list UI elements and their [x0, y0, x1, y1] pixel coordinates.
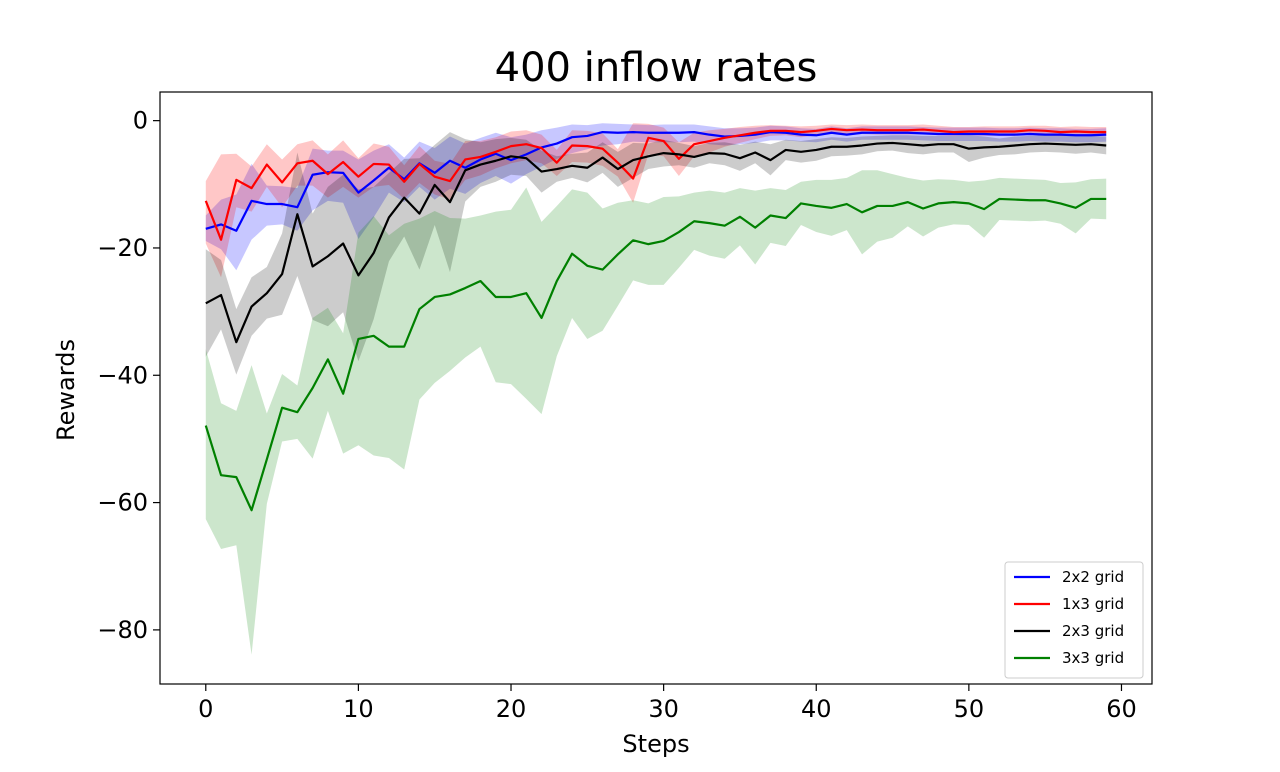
band-1x3-grid [205, 123, 1107, 278]
legend-label-2x2-grid: 2x2 grid [1062, 568, 1124, 586]
series-line-3x3-grid [204, 197, 1107, 512]
series-lines [204, 127, 1107, 512]
series-line-2x2-grid [205, 131, 1107, 232]
x-axis-title: Steps [622, 730, 689, 758]
plot-frame [159, 91, 1153, 685]
legend-box [1004, 561, 1144, 679]
legend: 2x2 grid 1x3 grid 2x3 grid 3x3 grid [1004, 561, 1144, 679]
x-tick-label: 60 [1106, 695, 1137, 723]
y-axis-title: Rewards [52, 339, 80, 441]
band-3x3-grid [205, 170, 1107, 655]
x-tick-label: 30 [648, 695, 679, 723]
x-tick-label: 10 [343, 695, 374, 723]
legend-label-3x3-grid: 3x3 grid [1062, 649, 1124, 667]
y-tick-label: −60 [97, 489, 148, 517]
band-2x2-grid [205, 123, 1107, 271]
axis-ticks: 0 10 20 30 40 50 60 0 −20 −40 −60 −80 [97, 107, 1136, 723]
y-tick-label: 0 [133, 107, 148, 135]
y-tick-label: −40 [97, 361, 148, 389]
y-tick-label: −80 [97, 616, 148, 644]
x-tick-label: 0 [198, 695, 213, 723]
x-tick-label: 50 [954, 695, 985, 723]
series-line-1x3-grid [204, 127, 1107, 241]
x-tick-label: 20 [496, 695, 527, 723]
legend-label-1x3-grid: 1x3 grid [1062, 595, 1124, 613]
chart-title: 400 inflow rates [495, 45, 818, 91]
legend-label-2x3-grid: 2x3 grid [1062, 622, 1124, 640]
series-line-2x3-grid [205, 141, 1107, 344]
x-tick-label: 40 [801, 695, 832, 723]
y-tick-label: −20 [97, 234, 148, 262]
